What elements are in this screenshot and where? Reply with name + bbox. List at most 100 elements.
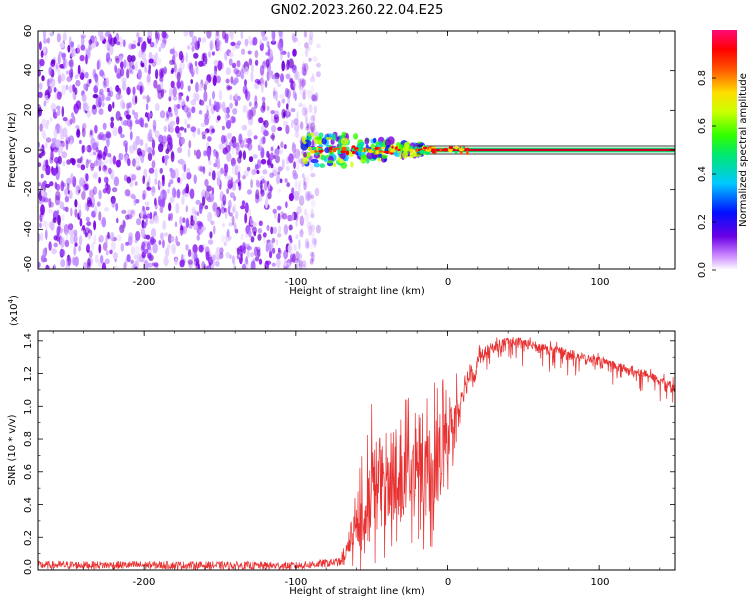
signal-core-blob [419,149,425,155]
noise-blob [298,259,303,267]
noise-blob [187,45,191,50]
noise-blob [199,166,205,173]
noise-blob [301,260,307,268]
noise-blob [301,173,305,179]
noise-blob [130,210,135,215]
signal-core-blob [358,148,363,152]
noise-blob [146,74,151,83]
signal-core-blob [431,148,436,154]
noise-blob [41,75,45,82]
noise-blob [292,141,295,149]
noise-blob [164,67,167,76]
noise-blob [306,46,311,52]
noise-blob [50,220,55,231]
noise-blob [258,117,264,124]
signal-blob [341,131,347,138]
noise-blob [79,54,85,62]
noise-blob [127,214,133,220]
noise-blob [195,81,199,93]
noise-blob [274,76,280,84]
noise-blob [272,247,276,254]
noise-blob [89,151,94,157]
noise-blob [134,61,138,72]
noise-blob [249,216,254,226]
noise-blob [52,217,57,223]
noise-blob [287,214,293,222]
noise-blob [241,48,246,55]
noise-blob [61,214,65,221]
noise-blob [49,181,54,187]
noise-blob [211,187,215,195]
noise-blob [285,73,291,80]
noise-blob [59,237,65,248]
noise-blob [232,142,237,149]
noise-blob [108,45,114,55]
noise-blob [291,33,296,41]
noise-blob [195,199,201,205]
noise-blob [228,51,234,58]
noise-blob [277,166,283,172]
noise-blob [240,249,243,258]
snr-y-ticklabels: 1.4 1.2 1.0 0.8 0.6 0.4 0.2 0.0 [23,333,34,575]
noise-blob [165,148,170,155]
noise-blob [78,245,81,252]
noise-blob [102,122,107,130]
noise-blob [229,102,233,109]
noise-blob [151,188,156,193]
noise-blob [134,260,139,269]
noise-blob [172,95,178,101]
noise-blob [48,208,53,214]
noise-blob [67,44,71,53]
noise-blob [283,254,287,260]
noise-blob [205,251,210,261]
colorbar-ticks [712,77,716,271]
noise-blob [175,235,179,245]
noise-blob [61,84,66,96]
noise-blob [89,189,95,198]
noise-blob [54,181,58,190]
noise-blob [64,239,70,248]
spectrogram-panel: 60 40 20 0 -20 -40 -60 Frequency (Hz) -2… [7,25,676,297]
noise-blob [259,39,262,45]
noise-blob [314,187,320,197]
noise-blob [184,127,187,133]
noise-blob [125,114,131,120]
noise-blob [176,80,181,89]
noise-blob [171,243,176,255]
noise-blob [180,54,185,64]
noise-blob [100,254,104,264]
noise-blob [304,190,311,201]
noise-blob [206,148,212,158]
noise-blob [92,151,97,156]
noise-blob [93,220,97,231]
noise-blob [60,259,66,268]
noise-blob [240,233,244,240]
noise-blob [304,107,309,115]
noise-blob [291,212,295,222]
noise-blob [215,249,220,259]
noise-blob [240,68,245,79]
noise-blob [305,115,308,125]
noise-blob [168,106,172,113]
noise-blob [77,64,81,75]
signal-blob [364,137,370,145]
noise-blob [297,40,301,47]
noise-blob [196,220,202,227]
noise-blob [86,110,91,118]
noise-blob [186,112,192,119]
colorbar-ticklabels: 0.0 0.2 0.4 0.6 0.8 [697,70,708,278]
noise-blob [49,84,53,92]
noise-blob [149,41,155,48]
noise-blob [160,42,166,49]
noise-blob [192,244,198,254]
noise-blob [115,202,119,212]
noise-blob [310,140,315,147]
noise-blob [135,199,140,204]
noise-blob [92,104,97,110]
noise-blob [78,235,83,246]
noise-blob [273,110,280,118]
noise-blob [168,213,171,221]
noise-blob [302,60,306,67]
noise-blob [292,48,297,57]
noise-blob [212,75,217,87]
